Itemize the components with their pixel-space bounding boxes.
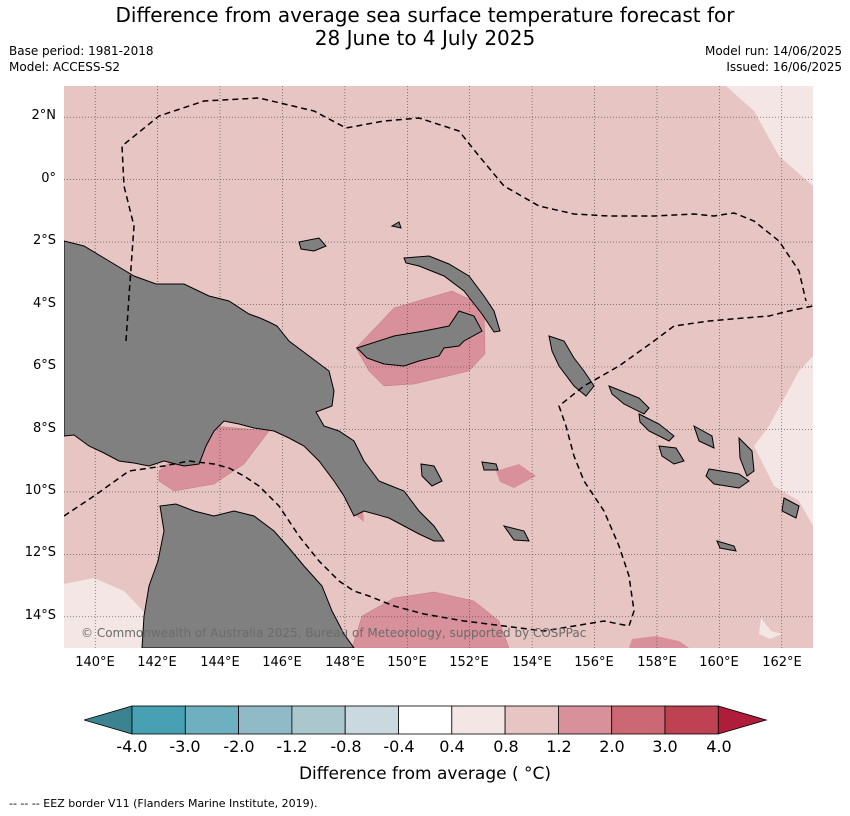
lat-label: 8°S bbox=[32, 421, 56, 436]
louisiade-island bbox=[502, 525, 530, 542]
colorbar-label: Difference from average ( °C) bbox=[298, 764, 552, 784]
warm-zone-small-1 bbox=[496, 464, 536, 488]
lon-label: 154°E bbox=[512, 655, 552, 670]
lat-label: 0° bbox=[41, 171, 56, 186]
map-panel bbox=[63, 86, 814, 649]
lon-label: 142°E bbox=[137, 655, 177, 670]
lon-label: 152°E bbox=[449, 655, 489, 670]
colorbar bbox=[84, 705, 768, 735]
lat-label: 4°S bbox=[32, 296, 56, 311]
model-name: Model: ACCESS-S2 bbox=[9, 60, 121, 74]
colorbar-segment bbox=[504, 705, 559, 735]
lat-label: 10°S bbox=[24, 483, 56, 498]
lon-label: 148°E bbox=[325, 655, 365, 670]
colorbar-segment bbox=[451, 705, 506, 735]
base-period: Base period: 1981-2018 bbox=[9, 44, 154, 58]
eez-footnote: -- -- -- EEZ border V11 (Flanders Marine… bbox=[9, 797, 318, 810]
new-guinea-island bbox=[63, 240, 445, 542]
cool-zone-east bbox=[754, 356, 813, 526]
colorbar-tick: -0.4 bbox=[383, 737, 415, 756]
bougainville-island bbox=[548, 335, 595, 397]
woodlark-island bbox=[481, 461, 499, 471]
colorbar-under-arrow bbox=[84, 705, 133, 735]
lon-label: 160°E bbox=[699, 655, 739, 670]
colorbar-segment bbox=[664, 705, 719, 735]
lon-label: 140°E bbox=[75, 655, 115, 670]
colorbar-segment bbox=[611, 705, 666, 735]
small-island-south-east bbox=[781, 497, 800, 519]
malaita-island bbox=[693, 424, 715, 449]
colorbar-over-arrow bbox=[717, 705, 768, 735]
colorbar-segment bbox=[344, 705, 399, 735]
colorbar-segment bbox=[398, 705, 453, 735]
colorbar-tick: -2.0 bbox=[223, 737, 255, 756]
meta-left: Base period: 1981-2018 Model: ACCESS-S2 bbox=[9, 43, 154, 75]
lat-label: 14°S bbox=[24, 608, 56, 623]
lon-label: 162°E bbox=[762, 655, 802, 670]
colorbar-tick: -1.2 bbox=[276, 737, 308, 756]
colorbar-segment bbox=[184, 705, 240, 735]
warm-zone-southeast bbox=[629, 636, 689, 648]
issued-date: Issued: 16/06/2025 bbox=[726, 60, 842, 74]
guadalcanal-island bbox=[658, 445, 685, 465]
rennell-island bbox=[738, 436, 755, 477]
new-ireland-island bbox=[403, 255, 501, 333]
lat-label: 2°S bbox=[32, 233, 56, 248]
colorbar-segment bbox=[291, 705, 346, 735]
cool-zone-small bbox=[759, 618, 782, 639]
lon-label: 158°E bbox=[637, 655, 677, 670]
dentrecasteaux-island bbox=[420, 463, 443, 487]
colorbar-segment bbox=[238, 705, 293, 735]
meta-right: Model run: 14/06/2025 Issued: 16/06/2025 bbox=[705, 43, 842, 75]
chart-title: Difference from average sea surface temp… bbox=[0, 4, 850, 50]
warm-zone-gulf bbox=[158, 425, 270, 492]
copyright-notice: © Commonwealth of Australia 2025, Bureau… bbox=[81, 626, 587, 640]
lon-label: 146°E bbox=[262, 655, 302, 670]
colorbar-tick: 0.4 bbox=[439, 737, 465, 756]
colorbar-segment bbox=[131, 705, 186, 735]
colorbar-tick: 2.0 bbox=[599, 737, 625, 756]
cape-york-peninsula bbox=[141, 503, 355, 649]
lat-label: 12°S bbox=[24, 545, 56, 560]
colorbar-tick: 0.8 bbox=[493, 737, 519, 756]
colorbar-segment bbox=[557, 705, 613, 735]
title-line-1: Difference from average sea surface temp… bbox=[115, 3, 735, 27]
new-britain-island bbox=[356, 310, 483, 367]
lon-label: 150°E bbox=[387, 655, 427, 670]
lon-label: 144°E bbox=[200, 655, 240, 670]
colorbar-tick: -3.0 bbox=[169, 737, 201, 756]
choiseul-island bbox=[608, 385, 650, 415]
colorbar-tick: 1.2 bbox=[546, 737, 572, 756]
grid-lines bbox=[64, 86, 813, 648]
colorbar-tick: -0.8 bbox=[330, 737, 362, 756]
small-island-1 bbox=[390, 221, 402, 229]
lat-label: 6°S bbox=[32, 358, 56, 373]
model-run: Model run: 14/06/2025 bbox=[704, 44, 842, 58]
colorbar-tick: -4.0 bbox=[116, 737, 148, 756]
small-island-2 bbox=[716, 540, 737, 552]
manus-island bbox=[298, 237, 327, 252]
map-svg bbox=[63, 86, 814, 649]
eez-border-north bbox=[121, 97, 807, 342]
colorbar-tick: 3.0 bbox=[652, 737, 678, 756]
makira-island bbox=[705, 468, 750, 489]
lat-label: 2°N bbox=[31, 108, 57, 123]
santa-isabel-island bbox=[638, 413, 675, 442]
colorbar-segments bbox=[84, 705, 768, 735]
colorbar-tick: 4.0 bbox=[706, 737, 732, 756]
lon-label: 156°E bbox=[574, 655, 614, 670]
cool-zone-southwest bbox=[64, 578, 144, 648]
cool-zone-northeast bbox=[726, 86, 813, 186]
title-line-2: 28 June to 4 July 2025 bbox=[314, 26, 536, 50]
